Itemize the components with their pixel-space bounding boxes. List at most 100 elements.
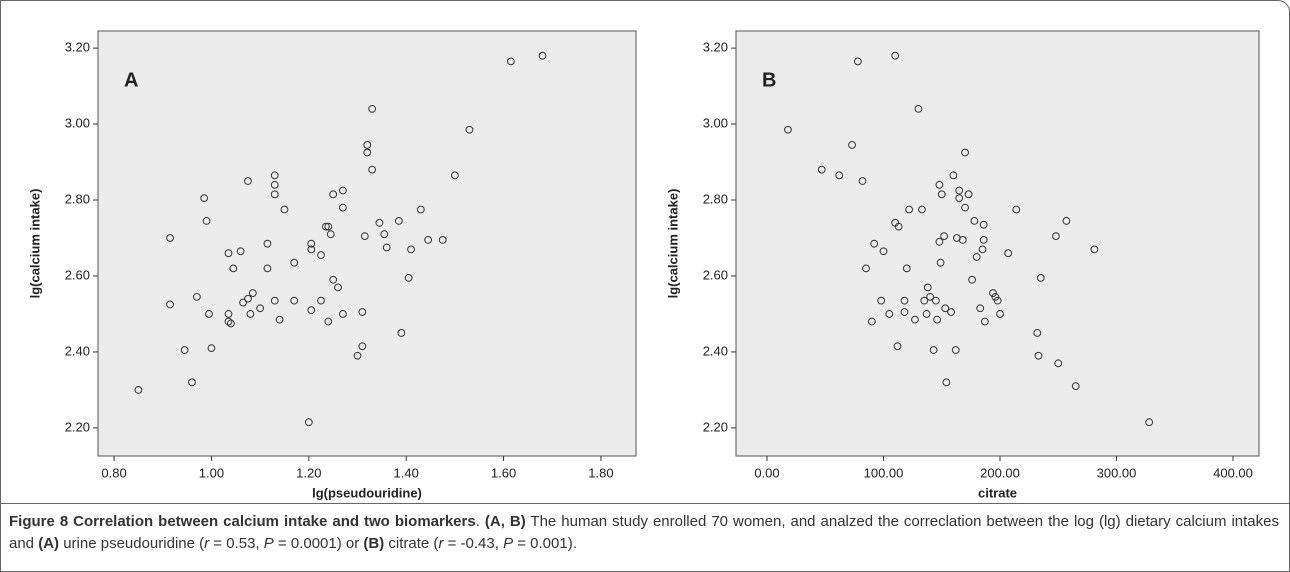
point [1012,205,1021,214]
point [951,346,960,354]
point [922,310,931,318]
point [918,205,926,214]
point [224,317,233,326]
point [270,171,279,180]
point [290,296,299,305]
point [1036,273,1045,282]
x-axis-label: lg(pseudouridine) [312,485,422,500]
point [993,296,1002,305]
point [1071,382,1080,391]
point [290,258,299,267]
point [224,249,233,258]
y-tick-label: 2.20 [703,419,728,434]
point [867,317,876,326]
caption-text: (A, B) [484,513,526,530]
point [879,247,888,256]
point [1090,245,1099,254]
point [970,217,979,225]
caption-text: (A) [38,535,60,552]
point [914,104,923,113]
point [438,235,447,244]
point [166,300,174,309]
caption-text: = 0.001). [513,535,577,552]
point [205,310,213,318]
point [248,289,257,297]
point [329,190,338,199]
point [784,125,792,134]
point [979,235,988,244]
point [949,171,958,180]
point [976,304,985,313]
point [978,245,987,254]
caption-text: . [475,513,485,530]
point [958,235,967,244]
point [996,310,1004,318]
point [368,165,377,174]
point [920,296,929,305]
point [224,310,233,318]
point [1145,418,1154,427]
panel-label: B [762,69,776,91]
point [1062,217,1071,225]
y-tick-label: 2.60 [65,267,90,282]
x-tick-label: 1.00 [199,465,224,480]
x-tick-label: 200.00 [980,465,1020,480]
point [358,342,367,351]
point [329,275,338,284]
point [317,296,325,305]
point [923,283,932,292]
charts: 2.20 2.40 2.60 2.80 3.00 3.20 0.80 1.00 1.20 1.40… [27,30,1260,500]
x-tick-label: 400.00 [1213,465,1253,480]
y-tick-label: 2.20 [65,419,90,434]
point [416,205,425,214]
caption-text: r [204,535,210,552]
y-tick-label: 3.20 [65,40,90,55]
point [317,251,325,259]
point [192,292,201,301]
point [891,51,900,60]
y-tick-label: 2.60 [703,267,728,282]
point [180,346,189,354]
panel-label: A [124,69,138,91]
point [236,247,245,256]
point [424,235,433,244]
point [407,245,415,254]
y-tick-label: 3.20 [703,40,728,55]
point [936,258,945,267]
x-tick-label: 1.20 [296,465,321,480]
x-tick-label: 300.00 [1097,465,1137,480]
point [353,351,362,360]
point [877,296,886,305]
point [933,315,941,324]
point [256,304,265,313]
point [280,205,289,214]
point [134,386,143,394]
point [941,304,950,313]
point [900,296,909,305]
point [848,141,856,149]
point [835,171,844,180]
point [947,308,955,316]
point [862,264,870,273]
x-tick-label: 1.60 [491,465,516,480]
caption-title: Figure 8 Correlation between calcium int… [9,513,476,530]
caption-text: P [263,535,274,552]
point [1004,249,1013,258]
point [321,222,330,231]
point [200,194,209,203]
point [932,296,940,305]
point [911,315,919,324]
point [961,203,969,212]
point [465,125,474,134]
point [360,232,369,240]
point [935,237,944,246]
x-tick-label: 0.80 [101,465,126,480]
x-axis-label: citrate [978,485,1017,500]
y-tick-label: 2.40 [703,343,728,358]
point [538,51,547,60]
caption-text: The human study enrolled 70 women, and a… [9,513,1279,552]
point [506,57,515,66]
plot-area [735,30,1260,457]
x-tick-label: 1.80 [588,465,613,480]
point [937,190,946,199]
